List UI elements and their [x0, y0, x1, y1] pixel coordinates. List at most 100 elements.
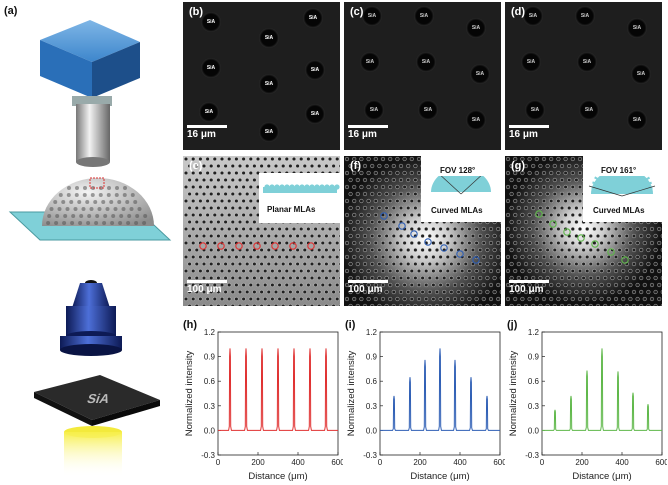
curved-mla-label-g: Curved MLAs — [593, 206, 645, 215]
y-axis-label: Normalized intensity — [508, 350, 519, 436]
measured-lens-marker — [253, 242, 261, 250]
intensity-chart-j: (j) -0.3 0.0 0.3 0.6 0.9 1.2 0 200 400 600 Distance… — [507, 319, 667, 482]
imaged-spot: SiA — [201, 58, 221, 78]
measured-lens-marker — [456, 250, 464, 258]
object-text: SiA — [85, 391, 112, 406]
y-tick-label: 0.3 — [204, 402, 216, 411]
camera-icon — [40, 20, 140, 167]
imaged-spot: SiA — [525, 100, 545, 120]
imaged-spot: SiA — [259, 28, 279, 48]
panel-label-j: (j) — [507, 319, 518, 331]
panel-label-b: (b) — [189, 6, 204, 18]
measured-lens-marker — [307, 242, 315, 250]
intensity-line — [380, 348, 500, 431]
y-tick-label: 1.2 — [204, 328, 216, 337]
imaged-spot: SiA — [362, 6, 382, 26]
x-tick-label: 600 — [655, 458, 667, 467]
measured-lens-marker — [410, 230, 418, 238]
imaged-spot: SiA — [627, 18, 647, 38]
panel-label-a: (a) — [4, 5, 18, 17]
measured-lens-marker — [424, 238, 432, 246]
x-axis-label: Distance (μm) — [410, 471, 469, 482]
imaged-spot: SiA — [364, 100, 384, 120]
x-tick-label: 200 — [575, 458, 589, 467]
y-tick-label: 0.6 — [528, 377, 540, 386]
y-tick-label: -0.3 — [525, 451, 539, 460]
measured-lens-marker — [472, 256, 480, 264]
plot-frame — [541, 331, 663, 456]
measured-lens-marker — [591, 240, 599, 248]
measured-lens-marker — [199, 242, 207, 250]
x-tick-label: 200 — [413, 458, 427, 467]
y-tick-label: 0.9 — [366, 353, 378, 362]
measured-lens-marker — [398, 222, 406, 230]
imaged-spot: SiA — [259, 74, 279, 94]
imaged-spot: SiA — [303, 8, 323, 28]
object-slide-icon — [34, 375, 160, 426]
x-tick-label: 0 — [216, 458, 221, 467]
x-axis-label: Distance (μm) — [248, 471, 307, 482]
imaged-spot: SiA — [466, 18, 486, 38]
imaged-spot: SiA — [579, 100, 599, 120]
y-tick-label: 0.0 — [528, 426, 540, 435]
x-tick-label: 200 — [251, 458, 265, 467]
measured-lens-marker — [235, 242, 243, 250]
planar-mla-icon — [263, 184, 340, 193]
scale-bar-c: 16 μm — [348, 125, 388, 140]
x-tick-label: 400 — [615, 458, 629, 467]
measured-lens-marker — [577, 234, 585, 242]
panel-label-f: (f) — [350, 160, 361, 172]
imaged-spot: SiA — [259, 122, 279, 142]
imaged-spot: SiA — [305, 104, 325, 124]
panel-label-h: (h) — [183, 319, 197, 331]
imaged-spot: SiA — [360, 52, 380, 72]
intensity-line — [542, 348, 662, 431]
y-tick-label: 0.0 — [204, 426, 216, 435]
intensity-chart-h: (h) -0.3 0.0 0.3 0.6 0.9 1.2 0 200 400 600 Distance… — [183, 319, 343, 482]
y-tick-label: 1.2 — [366, 328, 378, 337]
measured-lens-marker — [217, 242, 225, 250]
x-tick-label: 600 — [331, 458, 343, 467]
fov-dome-icon — [588, 162, 656, 197]
curved-mla-dome-icon — [8, 177, 172, 241]
y-axis-label: Normalized intensity — [346, 350, 357, 436]
plot-frame — [217, 331, 339, 456]
scale-bar-b: 16 μm — [187, 125, 227, 140]
scale-bar-f: 100 μm — [348, 280, 388, 295]
y-tick-label: -0.3 — [363, 451, 377, 460]
panel-label-e: (e) — [189, 160, 203, 172]
imaged-spot: SiA — [305, 60, 325, 80]
measured-lens-marker — [621, 256, 629, 264]
y-tick-label: 0.3 — [528, 402, 540, 411]
y-tick-label: -0.3 — [201, 451, 215, 460]
imaged-spot: SiA — [470, 64, 490, 84]
imaged-spot: SiA — [523, 6, 543, 26]
x-axis-label: Distance (μm) — [572, 471, 631, 482]
x-tick-label: 600 — [493, 458, 505, 467]
imaged-spot: SiA — [201, 12, 221, 32]
panel-label-i: (i) — [345, 319, 356, 331]
intensity-line — [218, 348, 338, 431]
imaged-spot: SiA — [521, 52, 541, 72]
y-tick-label: 0.9 — [204, 353, 216, 362]
fov-dome-icon — [431, 162, 491, 195]
measured-lens-marker — [380, 212, 388, 220]
measured-lens-marker — [549, 220, 557, 228]
planar-mla-label: Planar MLAs — [267, 205, 316, 214]
imaged-spot: SiA — [575, 6, 595, 26]
fov-label-f: FOV 128° — [440, 166, 476, 175]
panel-label-c: (c) — [350, 6, 364, 18]
imaged-spot: SiA — [418, 100, 438, 120]
measured-lens-marker — [563, 228, 571, 236]
y-tick-label: 0.9 — [528, 353, 540, 362]
measured-lens-marker — [271, 242, 279, 250]
scale-bar-e: 100 μm — [187, 280, 227, 295]
imaged-spot: SiA — [627, 110, 647, 130]
curved-mla-inset-g: FOV 161° Curved MLAs — [583, 156, 662, 222]
intensity-chart-i: (i) -0.3 0.0 0.3 0.6 0.9 1.2 0 200 400 600 Distance… — [345, 319, 505, 482]
imaged-spot: SiA — [414, 6, 434, 26]
panel-label-d: (d) — [511, 6, 526, 18]
curved-mla-label-f: Curved MLAs — [431, 206, 483, 215]
x-tick-label: 0 — [540, 458, 545, 467]
y-tick-label: 0.0 — [366, 426, 378, 435]
